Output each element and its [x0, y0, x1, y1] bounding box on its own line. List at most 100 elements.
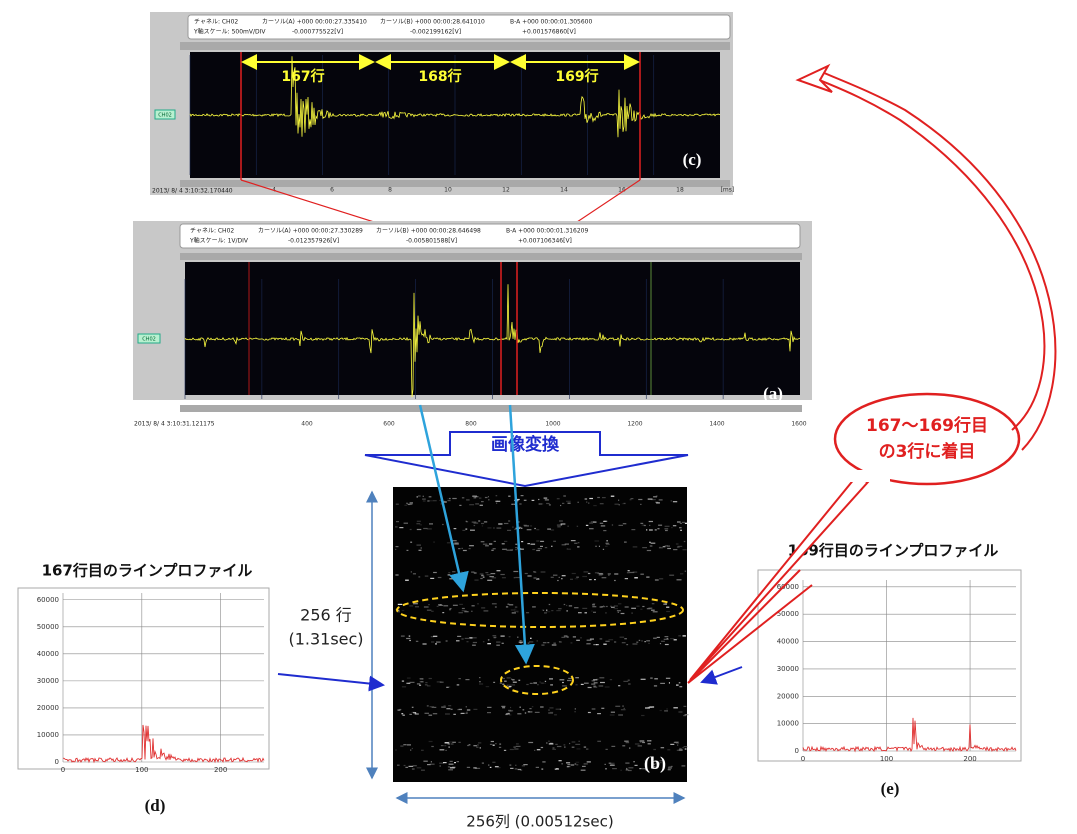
pixel: [583, 763, 588, 765]
pixel: [515, 549, 517, 551]
pixel: [667, 749, 671, 751]
pixel: [521, 541, 524, 543]
x-tick-label: 8: [388, 187, 392, 194]
pixel: [571, 572, 576, 575]
pixel: [479, 681, 481, 683]
pixel: [450, 708, 453, 710]
pixel: [654, 529, 657, 531]
pixel: [426, 528, 432, 530]
highlight: [500, 665, 574, 695]
pixel: [609, 714, 615, 716]
pixel: [620, 709, 626, 711]
panel-label: (e): [881, 779, 900, 798]
pixel: [430, 761, 432, 763]
pixel: [572, 636, 576, 638]
pixel: [632, 571, 638, 573]
pixel: [664, 636, 669, 638]
pixel: [483, 610, 489, 612]
pixel: [640, 608, 643, 610]
pixel: [439, 681, 444, 683]
pixel: [623, 502, 626, 504]
pixel: [451, 540, 457, 542]
link-arrow: [508, 404, 535, 665]
pixel: [577, 542, 580, 544]
pixel: [636, 641, 639, 643]
x-tick-label: 100: [880, 755, 893, 763]
pixel: [624, 740, 629, 742]
pixel: [409, 502, 413, 504]
pixel: [625, 762, 630, 764]
header-text: +0.007106346[V]: [518, 238, 572, 245]
profile-line: [802, 717, 1017, 753]
pixel: [487, 496, 489, 498]
pixel: [424, 712, 429, 714]
pixel: [414, 606, 419, 608]
pixel: [591, 708, 596, 710]
pixel: [461, 571, 463, 573]
pixel: [449, 760, 453, 762]
pixel: [454, 542, 459, 544]
pixel: [512, 681, 517, 683]
pixel: [527, 642, 530, 644]
pixel: [477, 603, 479, 605]
pixel: [506, 677, 511, 679]
pixel: [491, 603, 497, 605]
pixel: [617, 611, 619, 613]
pixel: [485, 572, 489, 574]
pixel: [555, 743, 558, 745]
pixel: [466, 709, 471, 711]
pixel: [682, 549, 687, 551]
pixel: [648, 642, 650, 644]
y-tick-label: 20000: [777, 692, 799, 700]
pixel: [487, 639, 490, 641]
pixel: [533, 571, 536, 573]
pixel: [428, 677, 432, 680]
pixel: [496, 641, 501, 643]
pixel: [428, 740, 433, 743]
pixel: [467, 744, 470, 747]
pixel: [449, 608, 452, 610]
pixel: [425, 682, 428, 684]
pixel: [471, 610, 473, 612]
y-tick-label: 50000: [777, 610, 799, 618]
pixel: [401, 680, 405, 682]
pixel: [519, 642, 522, 644]
pixel: [602, 497, 606, 499]
pixel: [397, 611, 400, 613]
pixel: [515, 498, 520, 501]
pixel: [481, 607, 486, 609]
pixel: [443, 705, 446, 707]
pixel: [560, 504, 562, 507]
pixel: [587, 711, 591, 714]
pixel: [537, 684, 539, 686]
pixel: [471, 571, 475, 573]
pixel: [521, 527, 523, 529]
pixel: [528, 711, 533, 713]
pixel: [678, 635, 681, 637]
pixel: [551, 545, 553, 547]
pixel: [473, 524, 476, 527]
pixel: [684, 522, 690, 524]
panel-a: CH02 2013/ 8/ 4 3:10:31.121175 (a) チャネル:…: [133, 221, 952, 428]
pixel: [570, 642, 573, 644]
pixel: [542, 761, 546, 763]
pixel: [649, 529, 653, 531]
pixel: [586, 748, 589, 750]
pixel: [479, 573, 484, 575]
pixel: [625, 742, 630, 744]
pixel: [466, 641, 469, 643]
pixel: [461, 547, 463, 549]
pixel: [478, 520, 481, 522]
pixel: [433, 571, 437, 574]
pixel: [593, 679, 598, 681]
pixel: [638, 639, 641, 641]
y-tick-label: 40000: [37, 650, 59, 658]
pixel: [566, 636, 569, 638]
pixel: [593, 682, 598, 684]
pixel: [412, 765, 417, 767]
pixel: [405, 579, 409, 581]
pixel: [517, 636, 519, 638]
curved-arrow: [814, 71, 1057, 451]
pixel: [631, 529, 636, 531]
pixel: [677, 545, 683, 547]
